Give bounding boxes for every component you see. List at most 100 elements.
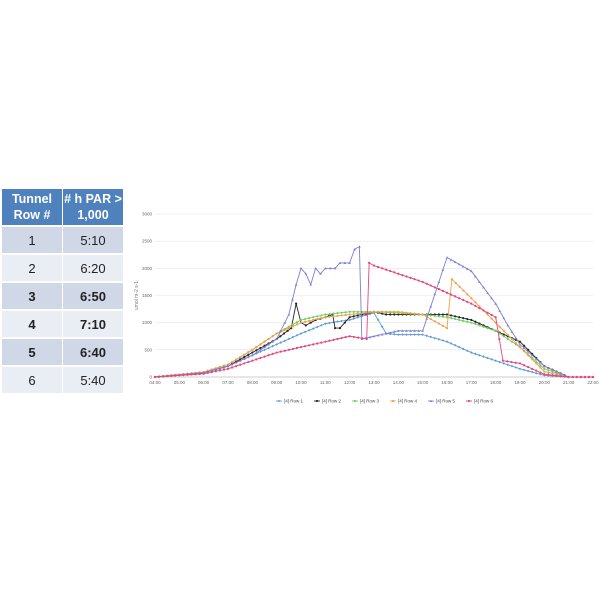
data-point bbox=[538, 372, 542, 376]
data-point bbox=[429, 314, 432, 317]
data-point bbox=[190, 373, 193, 376]
data-point bbox=[506, 333, 509, 336]
data-point bbox=[226, 367, 230, 370]
par-hours-cell: 6:40 bbox=[63, 339, 123, 365]
data-point bbox=[235, 365, 238, 368]
data-point bbox=[157, 375, 161, 378]
data-point bbox=[409, 329, 412, 332]
data-point bbox=[401, 333, 404, 336]
data-point bbox=[328, 312, 331, 316]
row-number-cell: 5 bbox=[2, 339, 62, 365]
data-point bbox=[502, 362, 506, 365]
data-point bbox=[454, 295, 457, 298]
data-point bbox=[486, 327, 489, 330]
data-point bbox=[445, 291, 449, 294]
data-point bbox=[413, 329, 416, 332]
x-tick-label: 19:00 bbox=[514, 380, 526, 385]
x-tick-label: 20:00 bbox=[539, 380, 551, 385]
data-point bbox=[316, 342, 319, 345]
data-point bbox=[372, 264, 376, 267]
data-point bbox=[332, 315, 335, 318]
data-point bbox=[328, 339, 331, 342]
data-point bbox=[287, 313, 291, 316]
data-point bbox=[397, 310, 400, 313]
data-point bbox=[333, 327, 337, 330]
data-point bbox=[291, 298, 294, 301]
data-point bbox=[282, 332, 286, 335]
data-point bbox=[478, 307, 481, 310]
data-point bbox=[563, 373, 566, 377]
data-point bbox=[421, 333, 424, 336]
data-point bbox=[170, 374, 173, 378]
data-point bbox=[482, 309, 485, 312]
data-point bbox=[356, 310, 359, 313]
data-point bbox=[251, 359, 254, 362]
x-tick-label: 05:00 bbox=[174, 380, 186, 385]
data-point bbox=[486, 356, 489, 360]
data-point bbox=[275, 332, 278, 335]
series-line bbox=[154, 303, 593, 378]
data-point bbox=[551, 374, 554, 377]
data-point bbox=[474, 320, 477, 323]
data-point bbox=[372, 310, 376, 313]
data-point bbox=[226, 363, 230, 366]
data-point bbox=[336, 337, 339, 341]
data-point bbox=[555, 370, 558, 373]
data-point bbox=[255, 346, 258, 349]
data-point bbox=[490, 296, 493, 300]
data-point bbox=[344, 336, 347, 339]
data-point bbox=[474, 322, 477, 326]
data-point bbox=[559, 374, 562, 378]
legend-item: [4] Row 1 bbox=[276, 399, 304, 404]
data-point bbox=[385, 313, 388, 316]
data-point bbox=[243, 353, 246, 356]
data-point bbox=[324, 316, 327, 319]
data-point bbox=[358, 245, 361, 248]
data-point bbox=[277, 399, 281, 403]
data-point bbox=[498, 309, 502, 312]
data-point bbox=[405, 275, 408, 278]
data-point bbox=[251, 351, 254, 354]
data-point bbox=[352, 335, 356, 339]
data-point bbox=[518, 343, 522, 346]
data-point bbox=[437, 338, 441, 341]
data-point bbox=[283, 321, 287, 324]
data-point bbox=[380, 325, 384, 328]
data-point bbox=[194, 373, 197, 376]
data-point bbox=[263, 348, 266, 352]
x-tick-label: 07:00 bbox=[222, 380, 234, 385]
data-point bbox=[494, 329, 497, 332]
x-tick-label: 04:00 bbox=[149, 380, 161, 385]
data-point bbox=[543, 370, 546, 373]
data-point bbox=[498, 337, 501, 341]
data-point bbox=[283, 328, 286, 332]
data-point bbox=[291, 325, 294, 328]
data-point bbox=[214, 370, 217, 373]
data-point bbox=[551, 368, 554, 371]
data-point bbox=[391, 399, 395, 403]
x-tick-label: 12:00 bbox=[344, 380, 356, 385]
x-tick-label: 08:00 bbox=[247, 380, 259, 385]
data-point bbox=[502, 316, 506, 320]
data-point bbox=[259, 356, 262, 360]
data-point bbox=[295, 323, 299, 326]
table-row: 6 5:40 bbox=[2, 367, 123, 393]
data-point bbox=[401, 329, 404, 332]
data-point bbox=[388, 332, 392, 336]
data-point bbox=[275, 351, 278, 354]
data-point bbox=[518, 340, 522, 343]
data-point bbox=[315, 399, 319, 403]
data-point bbox=[498, 332, 501, 335]
data-point bbox=[218, 369, 221, 372]
data-point bbox=[299, 318, 303, 322]
data-point bbox=[482, 325, 485, 328]
data-point bbox=[445, 327, 449, 330]
data-point bbox=[466, 320, 469, 323]
data-point bbox=[466, 293, 469, 296]
data-point bbox=[405, 311, 408, 314]
data-point bbox=[543, 367, 546, 370]
data-point bbox=[352, 310, 355, 313]
series-line bbox=[154, 278, 593, 378]
data-point bbox=[332, 338, 335, 341]
data-point bbox=[518, 346, 522, 349]
